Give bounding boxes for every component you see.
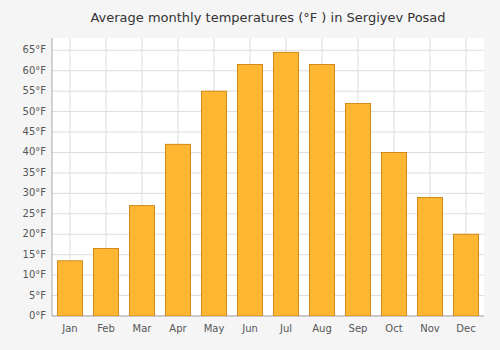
y-tick-label: 45°F xyxy=(23,126,47,137)
x-tick-label: Jun xyxy=(241,323,258,334)
plot-area xyxy=(52,38,484,316)
y-grid-line xyxy=(52,50,484,51)
y-tick-label: 40°F xyxy=(23,146,47,157)
bar xyxy=(417,197,442,316)
y-grid-line xyxy=(52,172,484,173)
y-tick-label: 15°F xyxy=(23,249,47,260)
x-tick-label: Aug xyxy=(312,323,332,334)
grid xyxy=(52,38,484,316)
y-tick-label: 50°F xyxy=(23,106,47,117)
background xyxy=(0,0,500,350)
x-tick-label: Sep xyxy=(349,323,368,334)
bar xyxy=(201,91,226,316)
x-tick-label: May xyxy=(204,323,225,334)
bar xyxy=(309,65,334,316)
chart: 0°F 5°F 10°F 15°F 20°F 25°F 30°F 35°F 40°F 45°F 50… xyxy=(0,0,500,350)
title: Average monthly temperatures (°F ) in Se… xyxy=(90,10,445,25)
bar xyxy=(237,65,262,316)
y-tick-label: 10°F xyxy=(23,269,47,280)
y-tick-label: 55°F xyxy=(23,85,47,96)
x-tick-label: Mar xyxy=(133,323,153,334)
x-tick-label: Dec xyxy=(456,323,475,334)
bar xyxy=(165,144,190,316)
x-tick-label: Oct xyxy=(385,323,402,334)
x-tick-label: Apr xyxy=(169,323,187,334)
y-grid-line xyxy=(52,111,484,112)
axes: 0°F 5°F 10°F 15°F 20°F 25°F 30°F 35°F 40°F 45°F 50… xyxy=(23,38,484,334)
y-grid-line xyxy=(52,70,484,71)
bar xyxy=(345,103,370,316)
bar xyxy=(273,52,298,316)
y-tick-label: 5°F xyxy=(29,290,46,301)
bars xyxy=(57,52,478,316)
bar xyxy=(93,249,118,316)
y-tick-label: 30°F xyxy=(23,187,47,198)
x-tick-label: Jan xyxy=(61,323,77,334)
bar xyxy=(57,261,82,316)
x-tick-label: Jul xyxy=(279,323,292,334)
y-grid-line xyxy=(52,132,484,133)
y-grid-line xyxy=(52,152,484,153)
y-tick-label: 35°F xyxy=(23,167,47,178)
y-tick-label: 65°F xyxy=(23,44,47,55)
bar xyxy=(453,234,478,316)
bar xyxy=(129,206,154,316)
y-grid-line xyxy=(52,193,484,194)
y-grid-line xyxy=(52,91,484,92)
y-tick-label: 0°F xyxy=(29,310,46,321)
bar xyxy=(381,152,406,316)
y-tick-label: 20°F xyxy=(23,228,47,239)
y-tick-label: 25°F xyxy=(23,208,47,219)
x-tick-label: Feb xyxy=(97,323,115,334)
y-tick-label: 60°F xyxy=(23,65,47,76)
x-tick-label: Nov xyxy=(420,323,440,334)
y-axis-line xyxy=(52,38,53,316)
